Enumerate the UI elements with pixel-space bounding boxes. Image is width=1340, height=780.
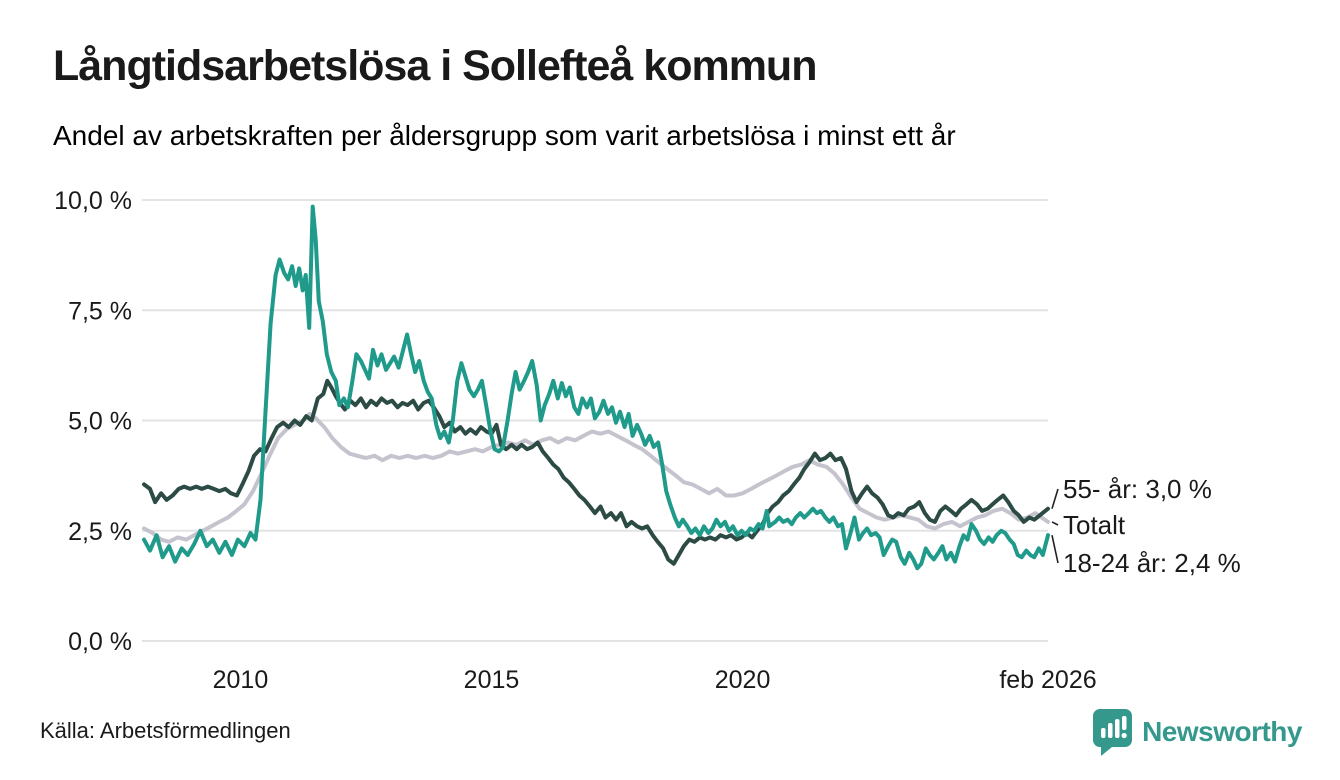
x-tick-label: 2020 <box>715 666 771 694</box>
page-title: Långtidsarbetslösa i Sollefteå kommun <box>53 42 817 90</box>
y-tick-label: 0,0 % <box>68 628 132 656</box>
gridlines <box>142 199 1048 642</box>
annotation-label: Totalt <box>1063 510 1126 540</box>
newsworthy-logo: Newsworthy <box>1092 708 1302 756</box>
x-axis-tick-labels: 2010 2015 2020 feb 2026 <box>213 666 1097 694</box>
newsworthy-logo-text: Newsworthy <box>1142 716 1302 747</box>
series-lines <box>142 204 1050 571</box>
x-tick-label: 2010 <box>213 666 269 694</box>
page-subtitle: Andel av arbetskraften per åldersgrupp s… <box>53 120 956 151</box>
series-line-55- år <box>142 378 1050 566</box>
y-tick-label: 10,0 % <box>54 187 132 215</box>
annotation-connector <box>1051 521 1059 526</box>
series-line-Totalt <box>142 411 1050 544</box>
annotation-label: 18-24 år: 2,4 % <box>1063 548 1241 578</box>
y-tick-label: 5,0 % <box>68 408 132 436</box>
newsworthy-logo-icon <box>1093 709 1133 756</box>
source-note: Källa: Arbetsförmedlingen <box>40 718 291 743</box>
x-tick-label: 2015 <box>464 666 520 694</box>
annotation-connector <box>1051 488 1059 509</box>
y-tick-label: 2,5 % <box>68 518 132 546</box>
series-line-18-24 år <box>142 204 1050 571</box>
annotation-label: 55- år: 3,0 % <box>1063 474 1212 504</box>
annotation-connector <box>1051 535 1059 564</box>
y-tick-label: 7,5 % <box>68 297 132 325</box>
series-end-labels: 55- år: 3,0 % Totalt 18-24 år: 2,4 % <box>1051 474 1241 578</box>
x-tick-label: feb 2026 <box>999 666 1096 694</box>
y-axis-tick-labels: 10,0 % 7,5 % 5,0 % 2,5 % 0,0 % <box>54 187 132 656</box>
